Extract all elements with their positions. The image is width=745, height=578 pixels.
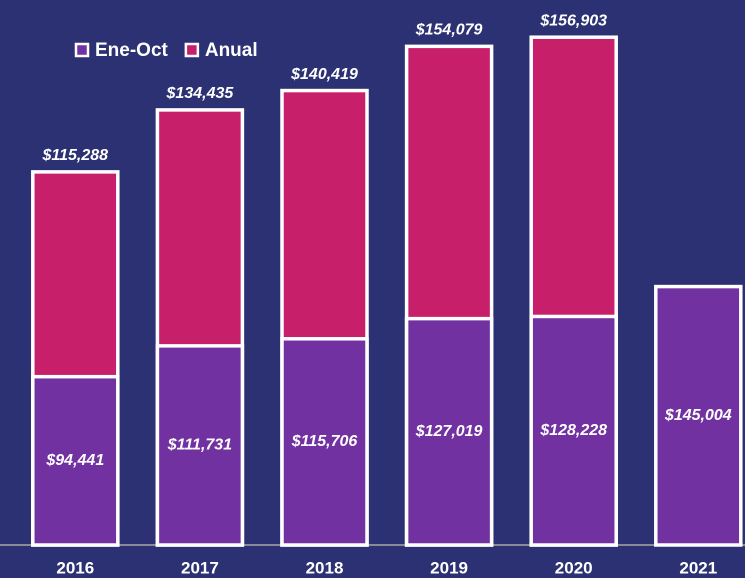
x-tick-label: 2016	[56, 558, 94, 577]
legend-label: Ene-Oct	[95, 40, 169, 61]
legend-swatch	[74, 42, 90, 58]
value-label: $115,288	[42, 147, 109, 164]
x-tick-label: 2020	[555, 558, 593, 577]
x-tick-label: 2017	[181, 558, 219, 577]
value-label: $145,004	[664, 407, 732, 424]
bar	[654, 284, 743, 547]
value-label: $134,435	[166, 85, 235, 102]
value-label: $127,019	[415, 423, 483, 440]
x-tick-label: 2021	[679, 558, 717, 577]
value-label: $128,228	[539, 422, 607, 439]
legend-label: Anual	[205, 40, 258, 61]
bar	[280, 337, 369, 547]
x-tick-label: 2018	[306, 558, 344, 577]
value-label: $156,903	[539, 12, 607, 29]
value-label: $140,419	[290, 66, 358, 83]
value-label: $111,731	[167, 437, 232, 454]
value-label: $94,441	[45, 452, 104, 469]
bar	[155, 344, 245, 547]
bar	[529, 314, 618, 547]
value-label: $115,706	[291, 433, 358, 450]
x-tick-label: 2019	[430, 558, 468, 577]
legend-swatch	[184, 42, 200, 58]
bar	[31, 374, 120, 547]
bar	[404, 316, 494, 547]
value-label: $154,079	[415, 22, 483, 39]
